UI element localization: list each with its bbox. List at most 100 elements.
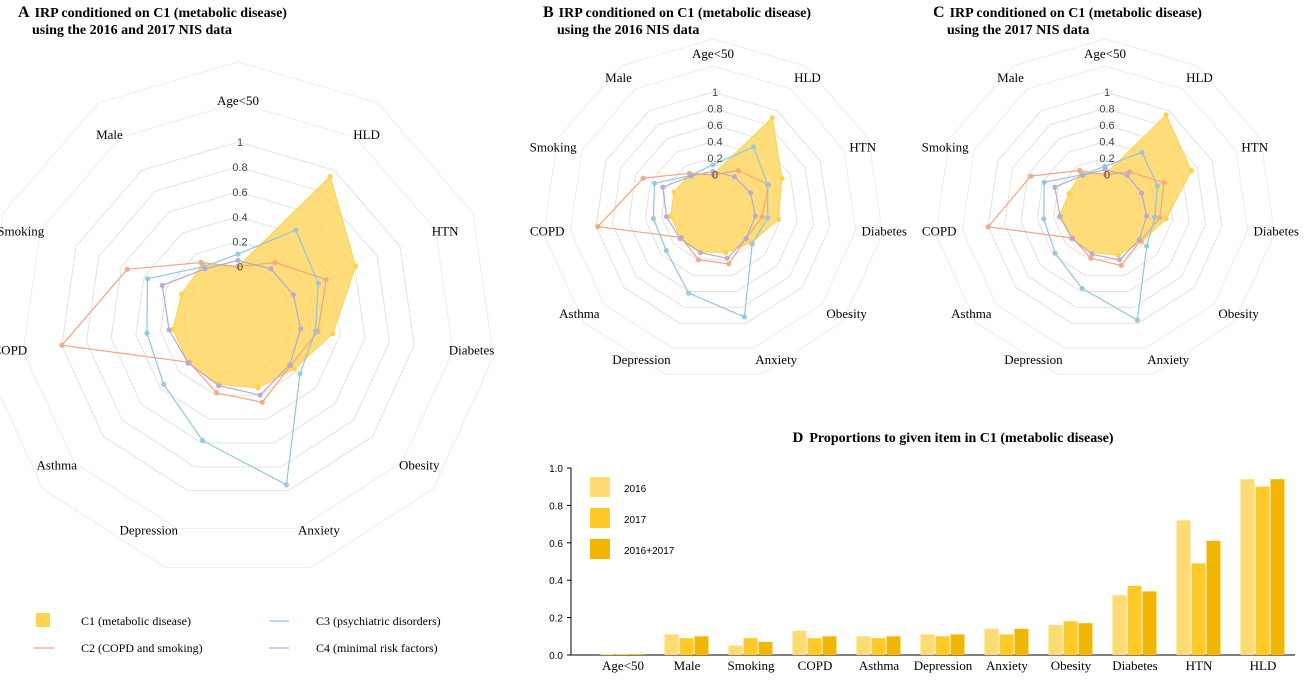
bar-male-2017: [679, 638, 694, 655]
radar-axis-label-age-50: Age<50: [217, 93, 259, 108]
radar-point-c1-metabolic-disease-smoking: [671, 189, 677, 195]
radar-point-c2-copd-and-smoking-htn: [323, 277, 329, 283]
radar-axis-label-copd: COPD: [530, 223, 565, 238]
legend-label: C3 (psychiatric disorders): [316, 614, 441, 628]
radar-axis-label-asthma: Asthma: [37, 458, 78, 473]
radar-point-c3-psychiatric-disorders-htn: [315, 280, 321, 286]
radar-series-c2-copd-and-smoking: [596, 169, 770, 265]
radar-point-c2-copd-and-smoking-hld: [735, 167, 742, 174]
radar-point-c2-copd-and-smoking-depression: [1088, 255, 1094, 261]
bar-anxiety-2016: [984, 628, 999, 655]
panel-letter-text: D: [792, 430, 803, 446]
radar-axis-label-male: Male: [96, 127, 123, 142]
bar-age-50-2016-2017: [630, 654, 645, 655]
radar-point-c1-metabolic-disease-anxiety: [722, 250, 729, 256]
legend-item-c4-minimal-risk-factors: C4 (minimal risk factors): [269, 641, 438, 655]
radar-point-c2-copd-and-smoking-smoking: [1028, 173, 1034, 179]
radar-point-c2-copd-and-smoking-copd: [985, 224, 991, 230]
radar-point-c2-copd-and-smoking-hld: [272, 259, 278, 266]
radar-point-c1-metabolic-disease-diabetes: [775, 216, 781, 222]
radar-tick-label: 1: [1104, 87, 1110, 99]
radar-tick-label: 0.4: [232, 212, 247, 224]
bar-legend-item-2016: 2016: [590, 477, 647, 497]
radar-tick-label: 0.4: [1099, 137, 1114, 149]
radar-series-c3-psychiatric-disorders: [652, 146, 769, 318]
radar-point-c4-minimal-risk-factors-anxiety: [724, 255, 730, 261]
radar-series-c2-copd-and-smoking: [60, 261, 327, 403]
legend-label: C4 (minimal risk factors): [316, 641, 438, 655]
radar-point-c2-copd-and-smoking-htn: [1161, 180, 1167, 186]
y-tick-label: 0.8: [549, 501, 563, 512]
radar-point-c3-psychiatric-disorders-smoking: [651, 180, 658, 186]
radar-series-c4-minimal-risk-factors: [161, 259, 302, 396]
radar-point-c4-minimal-risk-factors-diabetes: [1144, 213, 1150, 219]
radar-point-c3-psychiatric-disorders-depression: [200, 438, 206, 444]
radar-point-c3-psychiatric-disorders-age-50: [710, 162, 716, 168]
radar-series-c4-minimal-risk-factors: [662, 170, 757, 259]
radar-axis-label-htn: HTN: [432, 224, 459, 239]
bar-copd-2016: [792, 630, 807, 655]
x-tick-label: COPD: [798, 658, 833, 673]
radar-point-c4-minimal-risk-factors-male: [1080, 172, 1086, 178]
radar-tick-label: 0.4: [707, 137, 722, 149]
x-tick-label: Male: [674, 658, 701, 673]
radar-point-c1-metabolic-disease-hld: [1163, 112, 1169, 118]
bar-smoking-2017: [743, 638, 758, 655]
radar-point-c3-psychiatric-disorders-depression: [686, 290, 692, 296]
bar-smoking-2016: [728, 645, 743, 655]
radar-point-c4-minimal-risk-factors-htn: [290, 292, 296, 298]
radar-axis-label-asthma: Asthma: [951, 306, 992, 321]
radar-point-c3-psychiatric-disorders-diabetes: [312, 328, 319, 334]
panel-letter: B IRP conditioned on C1 (metabolic diseas…: [543, 4, 811, 21]
radar-point-c3-psychiatric-disorders-copd: [1041, 216, 1047, 222]
radar-point-c4-minimal-risk-factors-smoking: [159, 282, 165, 288]
radar-axis-label-depression: Depression: [120, 522, 179, 537]
radar-point-c3-psychiatric-disorders-age-50: [235, 251, 241, 257]
bar-diabetes-2016-2017: [1142, 591, 1157, 655]
radar-point-c3-psychiatric-disorders-depression: [1079, 285, 1085, 291]
y-tick-label: 0.6: [549, 539, 563, 550]
radar-tick-label: 0: [712, 170, 718, 182]
radar-tick-label: 0: [237, 262, 243, 274]
radar-point-c4-minimal-risk-factors-asthma: [1069, 236, 1075, 242]
radar-tick-label: 0.6: [232, 187, 247, 199]
radar-point-c3-psychiatric-disorders-obesity: [1144, 243, 1150, 249]
x-tick-label: Anxiety: [986, 658, 1028, 673]
radar-point-c2-copd-and-smoking-age-50: [235, 264, 241, 270]
panel-title-b: B IRP conditioned on C1 (metabolic diseas…: [543, 4, 811, 38]
bar-anxiety-2017: [999, 634, 1014, 655]
radar-point-c2-copd-and-smoking-smoking: [124, 266, 130, 272]
radar-point-c4-minimal-risk-factors-smoking: [1052, 184, 1058, 190]
radar-axis-label-hld: HLD: [1186, 70, 1213, 85]
radar-axis-label-obesity: Obesity: [1218, 306, 1259, 321]
radar-point-c2-copd-and-smoking-depression: [695, 257, 702, 263]
bar-hld-2016: [1240, 479, 1255, 655]
radar-tick-label: 0.6: [1099, 120, 1114, 132]
radar-grid-ring-outer: [935, 38, 1275, 375]
radar-point-c4-minimal-risk-factors-copd: [166, 327, 172, 333]
radar-point-c4-minimal-risk-factors-hld: [1124, 172, 1130, 178]
bar-age-50-2017: [615, 654, 630, 655]
radar-panel-c: C IRP conditioned on C1 (metabolic diseas…: [922, 4, 1299, 375]
radar-axis-label-anxiety: Anxiety: [755, 352, 797, 367]
radar-point-c3-psychiatric-disorders-smoking: [1041, 179, 1047, 185]
radar-point-c3-psychiatric-disorders-asthma: [663, 247, 669, 254]
radar-point-c3-psychiatric-disorders-diabetes: [1152, 214, 1158, 220]
radar-point-c1-metabolic-disease-smoking: [1066, 191, 1072, 197]
radar-point-c1-metabolic-disease-anxiety: [255, 385, 261, 391]
bar-copd-2017: [807, 638, 822, 655]
x-tick-label: Depression: [914, 658, 973, 673]
radar-point-c4-minimal-risk-factors-male: [688, 173, 694, 179]
radar-point-c1-metabolic-disease-diabetes: [330, 331, 336, 337]
radar-legend: C1 (metabolic disease) C2 (COPD and smoki…: [34, 613, 441, 655]
radar-point-c4-minimal-risk-factors-htn: [1139, 190, 1145, 196]
x-tick-label: Smoking: [728, 658, 775, 673]
bar-male-2016: [664, 634, 679, 655]
panel-title-line1: IRP conditioned on C1 (metabolic disease…: [559, 6, 812, 21]
radar-axis-label-age-50: Age<50: [692, 46, 734, 61]
legend-label: C2 (COPD and smoking): [81, 641, 203, 655]
radar-point-c2-copd-and-smoking-anxiety: [259, 399, 265, 405]
radar-point-c2-copd-and-smoking-smoking: [640, 175, 646, 181]
y-tick-label: 0.4: [549, 576, 563, 587]
